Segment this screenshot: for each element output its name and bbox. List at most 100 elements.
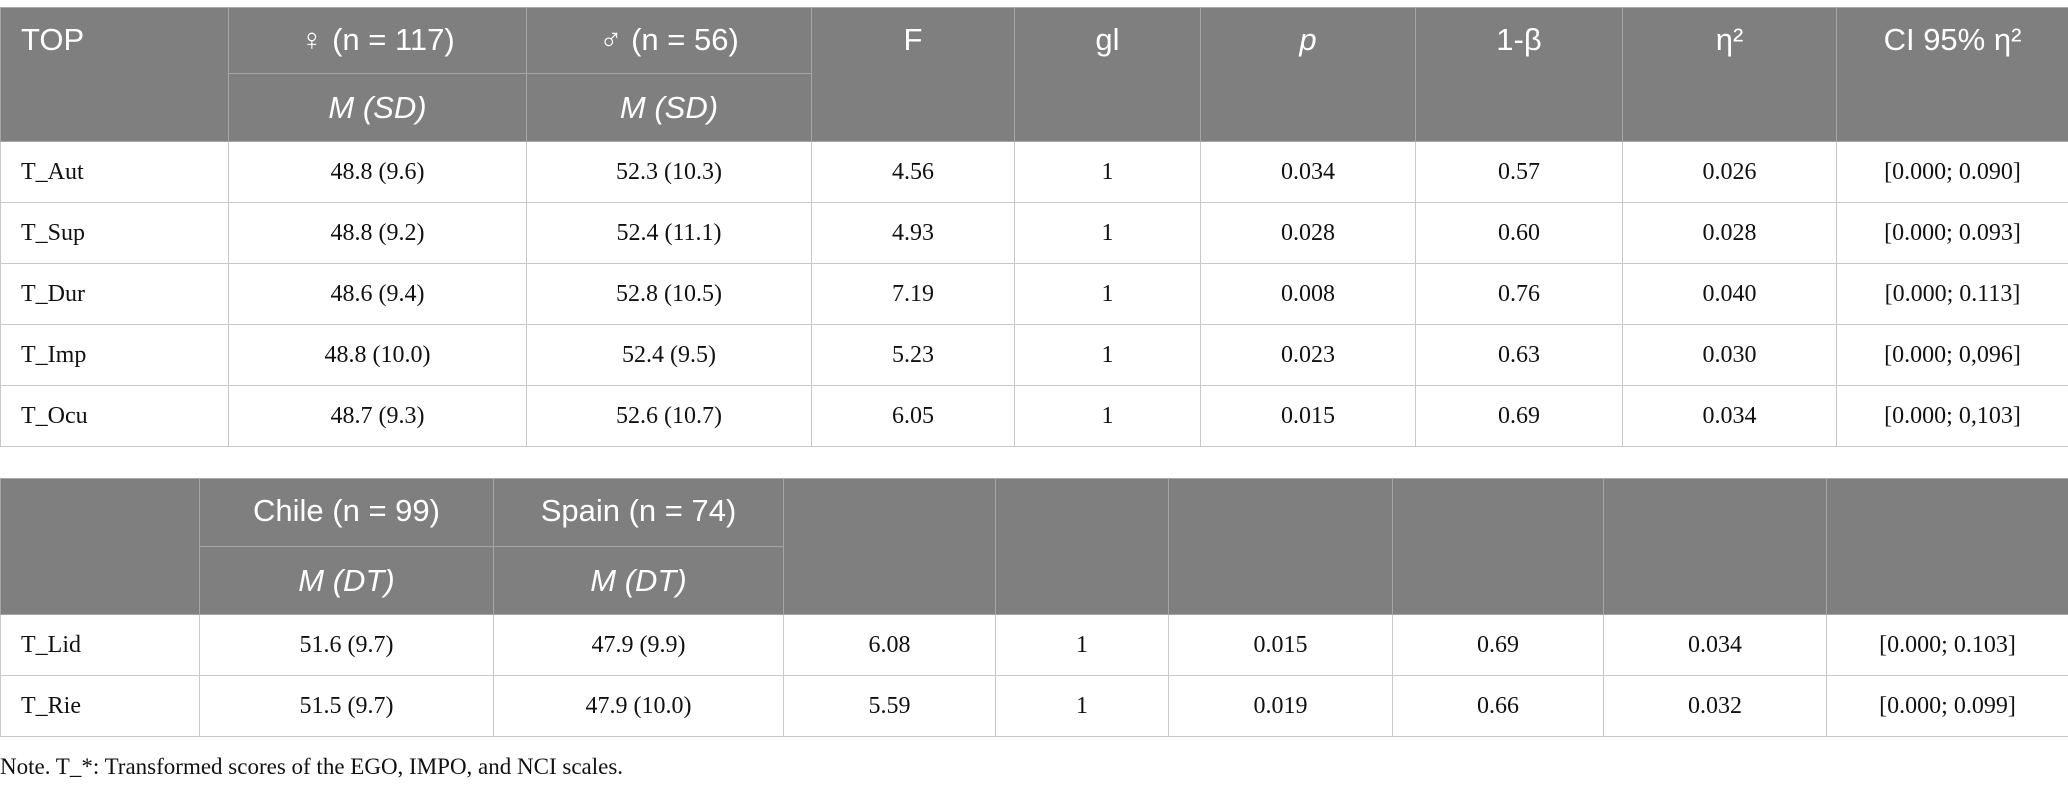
sub-header: M (DT) [199, 546, 494, 615]
cell: 0.63 [1415, 324, 1623, 386]
cell: 1 [1014, 202, 1201, 264]
cell: 47.9 (10.0) [493, 675, 784, 737]
cell: 0.032 [1603, 675, 1827, 737]
cell: 0.008 [1200, 263, 1416, 325]
cell: 0.028 [1622, 202, 1837, 264]
cell: 52.4 (11.1) [526, 202, 812, 264]
stat-header: η² [1622, 7, 1837, 142]
cell: 0.040 [1622, 263, 1837, 325]
cell: 0.69 [1415, 385, 1623, 447]
cell: 0.66 [1392, 675, 1604, 737]
cell: 5.59 [783, 675, 996, 737]
row-label: T_Imp [0, 324, 229, 386]
data-row: T_Sup 48.8 (9.2) 52.4 (11.1) 4.93 1 0.028 0.60… [0, 202, 2068, 264]
table-country: Chile (n = 99) Spain (n = 74) M (DT) M (DT)… [0, 478, 2068, 737]
cell: 1 [1014, 324, 1201, 386]
row-label: T_Rie [0, 675, 200, 737]
cell: 1 [995, 614, 1169, 676]
cell: 6.08 [783, 614, 996, 676]
cell: [0.000; 0.113] [1836, 263, 2068, 325]
header-row: M (SD) M (SD) [1, 73, 2068, 142]
cell: 1 [1014, 385, 1201, 447]
stat-header: p [1200, 7, 1416, 142]
group-header: ♂ (n = 56) [526, 7, 812, 74]
sub-header: M (DT) [493, 546, 784, 615]
cell: 0.023 [1200, 324, 1416, 386]
sub-header: M (SD) [526, 73, 812, 142]
stat-header [995, 478, 1169, 615]
cell: 52.4 (9.5) [526, 324, 812, 386]
cell: 0.60 [1415, 202, 1623, 264]
cell: 0.015 [1200, 385, 1416, 447]
cell: 0.034 [1603, 614, 1827, 676]
cell: 48.8 (10.0) [228, 324, 527, 386]
cell: 4.56 [811, 141, 1015, 203]
cell: 48.7 (9.3) [228, 385, 527, 447]
cell: [0.000; 0,096] [1836, 324, 2068, 386]
group-header: Spain (n = 74) [493, 478, 784, 547]
stat-header: F [811, 7, 1015, 142]
cell: 48.6 (9.4) [228, 263, 527, 325]
cell: [0.000; 0.090] [1836, 141, 2068, 203]
cell: 0.034 [1200, 141, 1416, 203]
row-label: T_Sup [0, 202, 229, 264]
cell: 5.23 [811, 324, 1015, 386]
row-label: T_Dur [0, 263, 229, 325]
cell: 51.6 (9.7) [199, 614, 494, 676]
cell: 48.8 (9.2) [228, 202, 527, 264]
cell: 0.026 [1622, 141, 1837, 203]
group-header: ♀ (n = 117) [228, 7, 527, 74]
cell: 0.028 [1200, 202, 1416, 264]
data-row: T_Aut 48.8 (9.6) 52.3 (10.3) 4.56 1 0.034 0.57… [0, 141, 2068, 203]
cell: 0.69 [1392, 614, 1604, 676]
cell: 1 [1014, 263, 1201, 325]
header-row: Chile (n = 99) Spain (n = 74) [0, 478, 2068, 615]
stat-header: gl [1014, 7, 1201, 142]
cell: 47.9 (9.9) [493, 614, 784, 676]
data-row: T_Lid 51.6 (9.7) 47.9 (9.9) 6.08 1 0.015 0.69 0… [0, 614, 2068, 676]
table-note: Note. T_*: Transformed scores of the EGO… [0, 754, 624, 779]
cell: 0.034 [1622, 385, 1837, 447]
sub-header: M (SD) [228, 73, 527, 142]
cell: 7.19 [811, 263, 1015, 325]
cell: 48.8 (9.6) [228, 141, 527, 203]
cell: 1 [995, 675, 1169, 737]
cell: 0.015 [1168, 614, 1393, 676]
cell: 0.030 [1622, 324, 1837, 386]
stat-header [1826, 478, 2068, 615]
data-row: T_Imp 48.8 (10.0) 52.4 (9.5) 5.23 1 0.023 0.63… [0, 324, 2068, 386]
stat-header [1603, 478, 1827, 615]
stat-header [1168, 478, 1393, 615]
cell: 52.3 (10.3) [526, 141, 812, 203]
stat-header: 1-β [1415, 7, 1623, 142]
cell: [0.000; 0.093] [1836, 202, 2068, 264]
header-row: M (DT) M (DT) [1, 546, 2068, 615]
stat-header [1392, 478, 1604, 615]
data-row: T_Dur 48.6 (9.4) 52.8 (10.5) 7.19 1 0.008 0.76… [0, 263, 2068, 325]
data-row: T_Rie 51.5 (9.7) 47.9 (10.0) 5.59 1 0.019 0.66… [0, 675, 2068, 737]
cell: [0.000; 0.103] [1826, 614, 2068, 676]
group-header: Chile (n = 99) [199, 478, 494, 547]
cell: 52.8 (10.5) [526, 263, 812, 325]
cell: [0.000; 0,103] [1836, 385, 2068, 447]
cell: 52.6 (10.7) [526, 385, 812, 447]
cell: 1 [1014, 141, 1201, 203]
cell: 0.76 [1415, 263, 1623, 325]
header-cell [0, 478, 200, 615]
stat-header: CI 95% η² [1836, 7, 2068, 142]
row-label: T_Ocu [0, 385, 229, 447]
header-cell: TOP [0, 7, 229, 142]
cell: 4.93 [811, 202, 1015, 264]
stat-header [783, 478, 996, 615]
cell: 0.019 [1168, 675, 1393, 737]
row-label: T_Aut [0, 141, 229, 203]
cell: 51.5 (9.7) [199, 675, 494, 737]
data-row: T_Ocu 48.7 (9.3) 52.6 (10.7) 6.05 1 0.015 0.69… [0, 385, 2068, 447]
row-label: T_Lid [0, 614, 200, 676]
cell: 6.05 [811, 385, 1015, 447]
cell: [0.000; 0.099] [1826, 675, 2068, 737]
cell: 0.57 [1415, 141, 1623, 203]
